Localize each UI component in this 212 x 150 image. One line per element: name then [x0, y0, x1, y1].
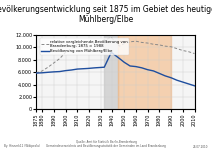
Bar — [104, 35, 118, 109]
Bevölkerung von Mühlberg/Elbe — [152, 70, 155, 72]
relative vergleichende Bevölkerung von
Brandenburg, 1875 = 1988 — [41, 70, 43, 72]
Bevölkerung von Mühlberg/Elbe — [123, 61, 126, 63]
Bevölkerung von Mühlberg/Elbe — [187, 83, 190, 85]
relative vergleichende Bevölkerung von
Brandenburg, 1875 = 1988 — [47, 66, 49, 68]
Bevölkerung von Mühlberg/Elbe — [76, 68, 79, 70]
relative vergleichende Bevölkerung von
Brandenburg, 1875 = 1988 — [176, 48, 178, 50]
relative vergleichende Bevölkerung von
Brandenburg, 1875 = 1988 — [53, 62, 55, 64]
Bevölkerung von Mühlberg/Elbe — [118, 58, 121, 59]
relative vergleichende Bevölkerung von
Brandenburg, 1875 = 1988 — [94, 42, 96, 43]
relative vergleichende Bevölkerung von
Brandenburg, 1875 = 1988 — [118, 45, 121, 47]
relative vergleichende Bevölkerung von
Brandenburg, 1875 = 1988 — [70, 48, 73, 50]
Bevölkerung von Mühlberg/Elbe — [146, 69, 149, 71]
Line: relative vergleichende Bevölkerung von
Brandenburg, 1875 = 1988: relative vergleichende Bevölkerung von B… — [36, 38, 194, 73]
relative vergleichende Bevölkerung von
Brandenburg, 1875 = 1988 — [76, 43, 79, 45]
relative vergleichende Bevölkerung von
Brandenburg, 1875 = 1988 — [170, 46, 172, 48]
relative vergleichende Bevölkerung von
Brandenburg, 1875 = 1988 — [141, 42, 143, 43]
relative vergleichende Bevölkerung von
Brandenburg, 1875 = 1988 — [164, 45, 166, 47]
relative vergleichende Bevölkerung von
Brandenburg, 1875 = 1988 — [103, 39, 106, 41]
Bevölkerung von Mühlberg/Elbe — [181, 81, 184, 83]
Text: Bevölkerungsentwicklung seit 1875 im Gebiet des heutigen
Mühlberg/Elbe: Bevölkerungsentwicklung seit 1875 im Geb… — [0, 4, 212, 24]
Bevölkerung von Mühlberg/Elbe — [135, 66, 137, 68]
relative vergleichende Bevölkerung von
Brandenburg, 1875 = 1988 — [35, 72, 38, 74]
Bevölkerung von Mühlberg/Elbe — [193, 85, 196, 87]
Bevölkerung von Mühlberg/Elbe — [53, 71, 55, 73]
relative vergleichende Bevölkerung von
Brandenburg, 1875 = 1988 — [146, 42, 149, 44]
Bevölkerung von Mühlberg/Elbe — [110, 51, 113, 53]
relative vergleichende Bevölkerung von
Brandenburg, 1875 = 1988 — [135, 40, 137, 42]
Bevölkerung von Mühlberg/Elbe — [70, 69, 73, 71]
Bevölkerung von Mühlberg/Elbe — [170, 77, 172, 79]
Bar — [118, 35, 171, 109]
relative vergleichende Bevölkerung von
Brandenburg, 1875 = 1988 — [187, 51, 190, 53]
Bevölkerung von Mühlberg/Elbe — [64, 70, 67, 72]
relative vergleichende Bevölkerung von
Brandenburg, 1875 = 1988 — [129, 41, 131, 43]
Legend: relative vergleichende Bevölkerung von
Brandenburg, 1875 = 1988, Bevölkerung von: relative vergleichende Bevölkerung von B… — [40, 38, 129, 55]
Bevölkerung von Mühlberg/Elbe — [41, 72, 43, 74]
relative vergleichende Bevölkerung von
Brandenburg, 1875 = 1988 — [193, 53, 196, 54]
Bevölkerung von Mühlberg/Elbe — [141, 67, 143, 69]
relative vergleichende Bevölkerung von
Brandenburg, 1875 = 1988 — [86, 46, 89, 48]
Bevölkerung von Mühlberg/Elbe — [86, 68, 89, 69]
relative vergleichende Bevölkerung von
Brandenburg, 1875 = 1988 — [123, 43, 126, 45]
relative vergleichende Bevölkerung von
Brandenburg, 1875 = 1988 — [110, 37, 113, 38]
Text: 26.07.2010: 26.07.2010 — [192, 144, 208, 148]
relative vergleichende Bevölkerung von
Brandenburg, 1875 = 1988 — [152, 43, 155, 45]
Bevölkerung von Mühlberg/Elbe — [35, 72, 38, 74]
Bevölkerung von Mühlberg/Elbe — [59, 71, 61, 72]
relative vergleichende Bevölkerung von
Brandenburg, 1875 = 1988 — [59, 58, 61, 59]
relative vergleichende Bevölkerung von
Brandenburg, 1875 = 1988 — [64, 51, 67, 53]
Bevölkerung von Mühlberg/Elbe — [47, 71, 49, 73]
Bevölkerung von Mühlberg/Elbe — [158, 72, 161, 74]
Bevölkerung von Mühlberg/Elbe — [129, 65, 131, 67]
Bevölkerung von Mühlberg/Elbe — [164, 75, 166, 77]
Text: Quelle: Amt für Statistik Berlin-Brandenburg
Gemeindeverzeichnis und Bevölkerung: Quelle: Amt für Statistik Berlin-Branden… — [46, 140, 166, 148]
relative vergleichende Bevölkerung von
Brandenburg, 1875 = 1988 — [181, 50, 184, 51]
relative vergleichende Bevölkerung von
Brandenburg, 1875 = 1988 — [158, 44, 161, 46]
Bevölkerung von Mühlberg/Elbe — [94, 67, 96, 69]
Line: Bevölkerung von Mühlberg/Elbe: Bevölkerung von Mühlberg/Elbe — [36, 52, 194, 86]
Bevölkerung von Mühlberg/Elbe — [176, 79, 178, 81]
Bevölkerung von Mühlberg/Elbe — [103, 66, 106, 68]
Text: By: Hinnerk11 (Wikipedia): By: Hinnerk11 (Wikipedia) — [4, 144, 40, 148]
